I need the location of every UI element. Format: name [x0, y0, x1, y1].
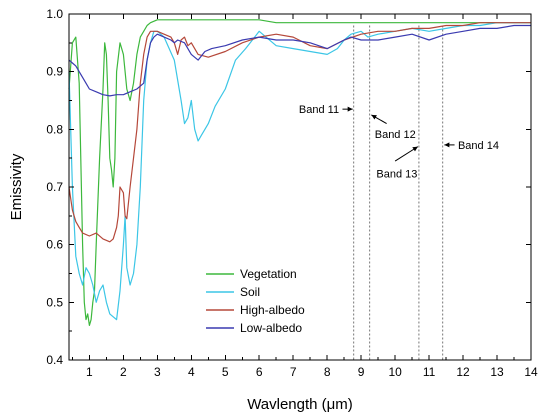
x-tick-label: 4 — [188, 365, 195, 379]
y-ticks: 0.4 0.5 0.6 0.7 0.8 0.9 1.0 — [46, 7, 531, 367]
x-tick-label: 9 — [358, 365, 365, 379]
band-label-14: Band 14 — [458, 140, 499, 152]
x-tick-label: 3 — [154, 365, 161, 379]
legend-label: Low-albedo — [240, 321, 302, 335]
legend-label: Soil — [240, 285, 260, 299]
band-arrowhead — [444, 142, 450, 148]
y-axis-title: Emissivity — [8, 153, 25, 220]
x-axis-title: Wavlength (μm) — [247, 396, 353, 413]
x-tick-label: 13 — [490, 365, 504, 379]
y-tick-label: 0.7 — [46, 180, 63, 194]
x-tick-label: 10 — [388, 365, 402, 379]
legend-label: Vegetation — [240, 267, 297, 281]
x-tick-label: 8 — [324, 365, 331, 379]
band-lines — [353, 25, 444, 360]
x-tick-label: 1 — [86, 365, 93, 379]
series-lines — [68, 19, 531, 326]
x-tick-label: 2 — [120, 365, 127, 379]
y-tick-label: 0.6 — [46, 238, 63, 252]
series-line-low-albedo — [68, 24, 531, 97]
x-tick-label: 6 — [256, 365, 263, 379]
x-tick-label: 11 — [423, 365, 436, 379]
band-label-11: Band 11 — [299, 104, 339, 116]
band-annotations: Band 11 Band 12 Band 13 Band 14 — [299, 104, 499, 181]
x-ticks: 1 2 3 4 5 6 7 8 9 10 11 12 13 14 — [71, 14, 538, 379]
series-line-vegetation — [68, 19, 531, 326]
y-tick-label: 0.5 — [46, 295, 63, 309]
y-tick-label: 1.0 — [46, 7, 63, 21]
series-line-soil — [68, 22, 531, 321]
x-tick-label: 5 — [222, 365, 229, 379]
band-arrowhead — [371, 114, 377, 120]
band-arrowhead — [347, 106, 353, 112]
x-tick-label: 7 — [290, 365, 297, 379]
legend: Vegetation Soil High-albedo Low-albedo — [206, 267, 305, 335]
y-tick-label: 0.8 — [46, 122, 63, 136]
x-tick-label: 14 — [524, 365, 538, 379]
series-line-high-albedo — [68, 22, 531, 243]
band-label-12: Band 12 — [375, 129, 416, 141]
band-label-13: Band 13 — [376, 169, 417, 181]
band-arrowhead — [412, 146, 418, 152]
x-tick-label: 12 — [456, 365, 470, 379]
legend-label: High-albedo — [240, 303, 305, 317]
y-tick-label: 0.4 — [46, 353, 63, 367]
y-tick-label: 0.9 — [46, 65, 63, 79]
